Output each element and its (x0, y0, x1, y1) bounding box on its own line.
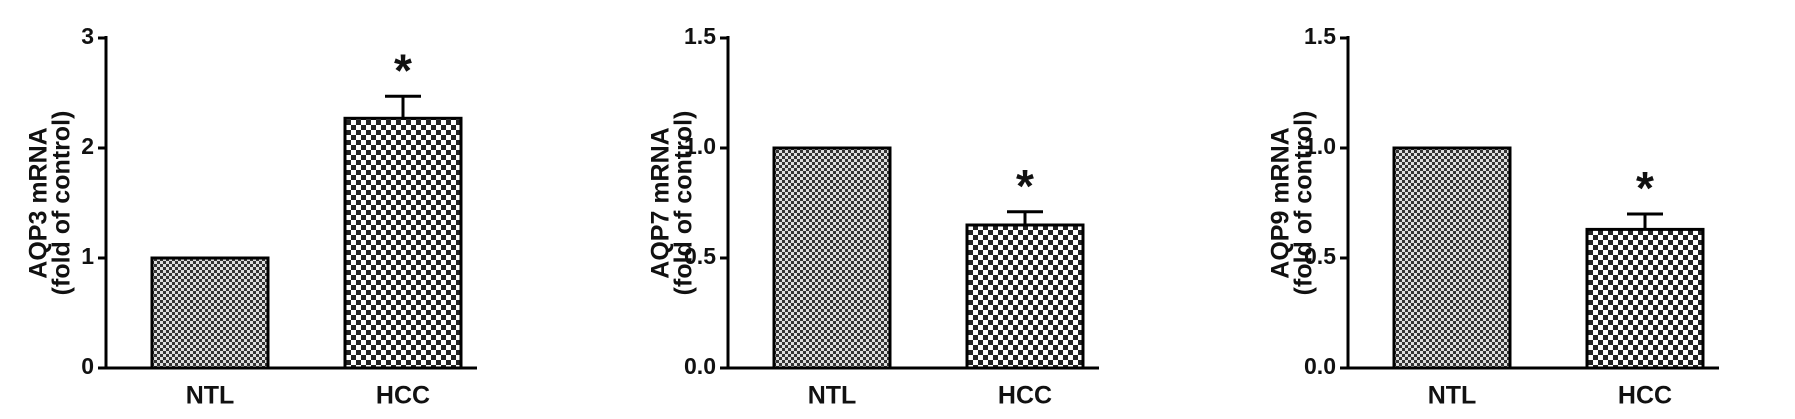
y-tick-label: 2 (81, 133, 94, 159)
x-tick-label: NTL (186, 382, 235, 410)
y-tick-label: 1.0 (1304, 133, 1336, 159)
bar (1585, 227, 1705, 370)
y-axis-label: AQP3 mRNA (25, 127, 53, 278)
panel: AQP7 mRNA(fold of control) 0.0 0.5 1.0 1.5 NT… (647, 23, 1099, 410)
bar (965, 223, 1085, 370)
significance-marker: * (1016, 160, 1034, 212)
y-axis-label: (fold of control) (670, 111, 698, 296)
panel: AQP9 mRNA(fold of control) 0.0 0.5 1.0 1.5 NT… (1267, 23, 1719, 410)
y-tick-label: 1.0 (684, 133, 716, 159)
y-tick-label: 3 (81, 23, 94, 49)
error-bar (385, 94, 421, 119)
y-tick-label: 1.5 (1304, 23, 1336, 49)
y-axis-label: AQP9 mRNA (1267, 127, 1295, 278)
y-axis-label: AQP7 mRNA (647, 127, 675, 278)
x-tick-label: HCC (376, 382, 430, 410)
y-tick-label: 1 (81, 243, 94, 269)
bar (1392, 146, 1512, 370)
significance-marker: * (1636, 162, 1654, 214)
x-tick-label: HCC (1618, 382, 1672, 410)
bar (343, 116, 463, 370)
error-bar (1627, 212, 1663, 230)
y-tick-label: 0 (81, 353, 94, 379)
panel: AQP3 mRNA(fold of control) 0 1 2 3 NTL HCC * (25, 23, 477, 410)
y-tick-label: 0.5 (684, 243, 716, 269)
error-bar (1007, 210, 1043, 225)
y-axis-label: (fold of control) (48, 111, 76, 296)
y-tick-label: 0.0 (684, 353, 716, 379)
bar (772, 146, 892, 370)
x-tick-label: NTL (1428, 382, 1477, 410)
x-tick-label: NTL (808, 382, 857, 410)
y-axis-label: (fold of control) (1290, 111, 1318, 296)
y-tick-label: 1.5 (684, 23, 716, 49)
x-tick-label: HCC (998, 382, 1052, 410)
y-tick-label: 0.5 (1304, 243, 1336, 269)
y-tick-label: 0.0 (1304, 353, 1336, 379)
significance-marker: * (394, 44, 412, 96)
bar (150, 256, 270, 370)
